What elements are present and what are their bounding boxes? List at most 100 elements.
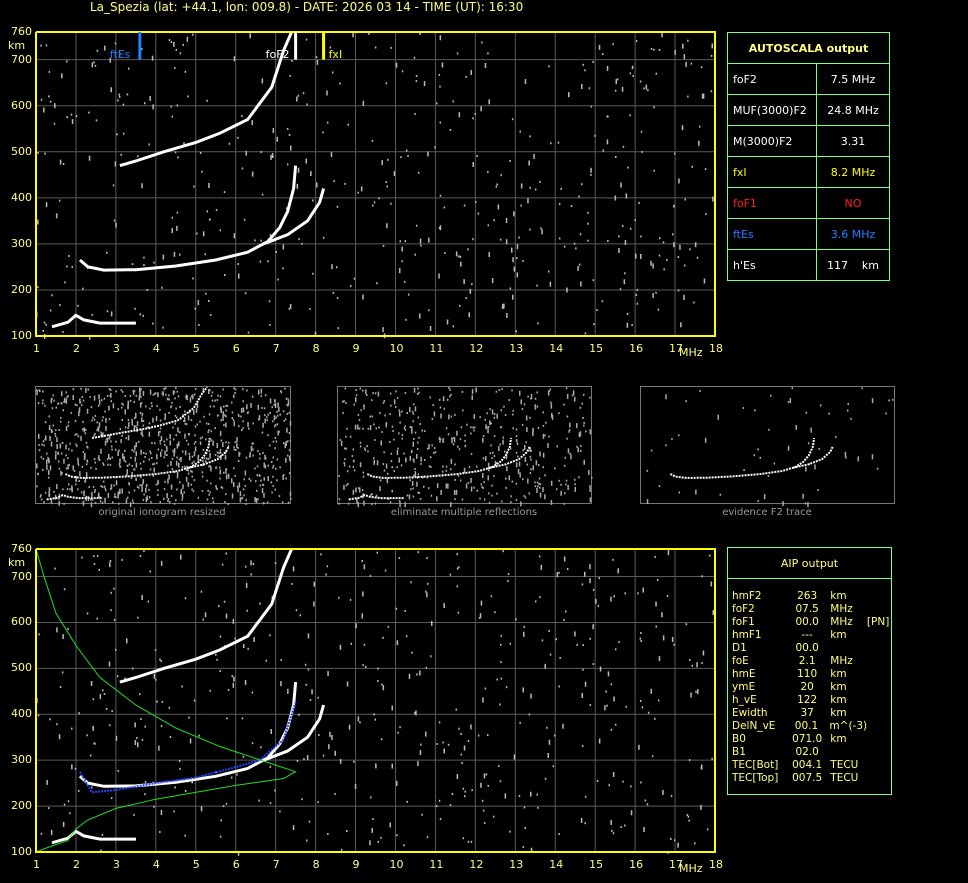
noise-dot bbox=[491, 409, 494, 415]
aip-cell: 004.1 bbox=[792, 759, 823, 771]
noise-dot bbox=[426, 836, 429, 839]
noise-dot bbox=[148, 431, 151, 437]
noise-dot bbox=[289, 74, 291, 77]
noise-dot bbox=[187, 472, 190, 475]
noise-dot bbox=[307, 668, 310, 671]
noise-dot bbox=[259, 457, 261, 460]
noise-dot bbox=[225, 802, 228, 805]
noise-dot bbox=[208, 389, 210, 394]
noise-dot bbox=[190, 483, 192, 486]
noise-dot bbox=[56, 723, 58, 726]
noise-dot bbox=[222, 411, 224, 417]
noise-dot bbox=[530, 791, 532, 797]
noise-dot bbox=[374, 718, 376, 721]
x-tick-label: 7 bbox=[272, 858, 280, 871]
aip-cell bbox=[867, 681, 891, 694]
noise-dot bbox=[389, 413, 391, 416]
noise-dot bbox=[552, 765, 555, 768]
noise-dot bbox=[613, 696, 615, 702]
noise-dot bbox=[137, 742, 139, 748]
noise-dot bbox=[565, 479, 568, 482]
noise-dot bbox=[86, 408, 89, 414]
noise-dot bbox=[623, 279, 626, 285]
noise-dot bbox=[251, 442, 253, 445]
noise-dot bbox=[301, 798, 303, 801]
noise-dot bbox=[279, 466, 281, 469]
noise-dot bbox=[845, 456, 847, 459]
noise-dot bbox=[578, 476, 580, 479]
noise-dot bbox=[67, 395, 69, 397]
x-tick-label: 11 bbox=[429, 858, 444, 871]
aip-cell: Ewidth bbox=[732, 707, 768, 719]
noise-dot bbox=[271, 461, 273, 463]
noise-dot bbox=[454, 413, 456, 416]
noise-dot bbox=[484, 418, 486, 421]
noise-dot bbox=[176, 390, 179, 393]
noise-dot bbox=[110, 484, 113, 490]
noise-dot bbox=[140, 402, 143, 405]
noise-dot bbox=[523, 806, 526, 809]
noise-dot bbox=[139, 394, 141, 397]
noise-dot bbox=[364, 449, 367, 452]
noise-dot bbox=[159, 831, 161, 833]
noise-dot bbox=[344, 387, 347, 390]
noise-dot bbox=[377, 391, 380, 397]
noise-dot bbox=[280, 391, 283, 394]
noise-dot bbox=[398, 557, 401, 559]
noise-dot bbox=[471, 789, 473, 792]
noise-dot bbox=[574, 478, 576, 481]
noise-dot bbox=[184, 834, 186, 837]
noise-dot bbox=[472, 238, 474, 241]
noise-dot bbox=[607, 240, 609, 242]
noise-dot bbox=[558, 202, 561, 205]
noise-dot bbox=[534, 600, 537, 603]
noise-dot bbox=[616, 78, 619, 81]
noise-dot bbox=[464, 795, 466, 798]
noise-dot bbox=[549, 281, 552, 287]
noise-dot bbox=[683, 54, 686, 60]
noise-dot bbox=[188, 411, 191, 414]
noise-dot bbox=[544, 777, 547, 780]
noise-dot bbox=[467, 840, 470, 843]
noise-dot bbox=[76, 445, 78, 448]
noise-dot bbox=[442, 470, 444, 473]
noise-dot bbox=[257, 450, 259, 453]
noise-dot bbox=[109, 389, 112, 392]
noise-dot bbox=[145, 485, 148, 488]
noise-dot bbox=[223, 191, 226, 194]
noise-dot bbox=[238, 482, 241, 488]
noise-dot bbox=[343, 447, 346, 450]
noise-dot bbox=[57, 403, 59, 405]
noise-dot bbox=[363, 500, 365, 506]
noise-dot bbox=[104, 440, 107, 446]
noise-dot bbox=[233, 421, 235, 427]
x-tick-label: 7 bbox=[272, 342, 280, 355]
noise-dot bbox=[128, 422, 130, 428]
noise-dot bbox=[416, 392, 419, 395]
noise-dot bbox=[166, 397, 169, 400]
noise-dot bbox=[499, 780, 502, 783]
noise-dot bbox=[94, 414, 97, 417]
noise-dot bbox=[157, 448, 160, 451]
noise-dot bbox=[90, 406, 93, 409]
noise-dot bbox=[63, 803, 66, 806]
noise-dot bbox=[556, 445, 558, 448]
noise-dot bbox=[199, 420, 201, 423]
noise-dot bbox=[45, 202, 48, 208]
noise-dot bbox=[382, 401, 385, 404]
noise-dot bbox=[67, 424, 70, 427]
noise-dot bbox=[876, 467, 879, 470]
noise-dot bbox=[487, 170, 489, 173]
noise-dot bbox=[491, 484, 493, 487]
noise-dot bbox=[655, 291, 657, 294]
noise-dot bbox=[285, 207, 288, 210]
noise-dot bbox=[179, 253, 181, 256]
noise-dot bbox=[261, 488, 264, 494]
noise-dot bbox=[141, 483, 144, 486]
noise-dot bbox=[257, 418, 260, 421]
noise-dot bbox=[147, 426, 149, 429]
noise-dot bbox=[398, 500, 401, 503]
noise-dot bbox=[688, 759, 691, 762]
noise-dot bbox=[157, 494, 159, 496]
noise-dot bbox=[696, 256, 699, 259]
